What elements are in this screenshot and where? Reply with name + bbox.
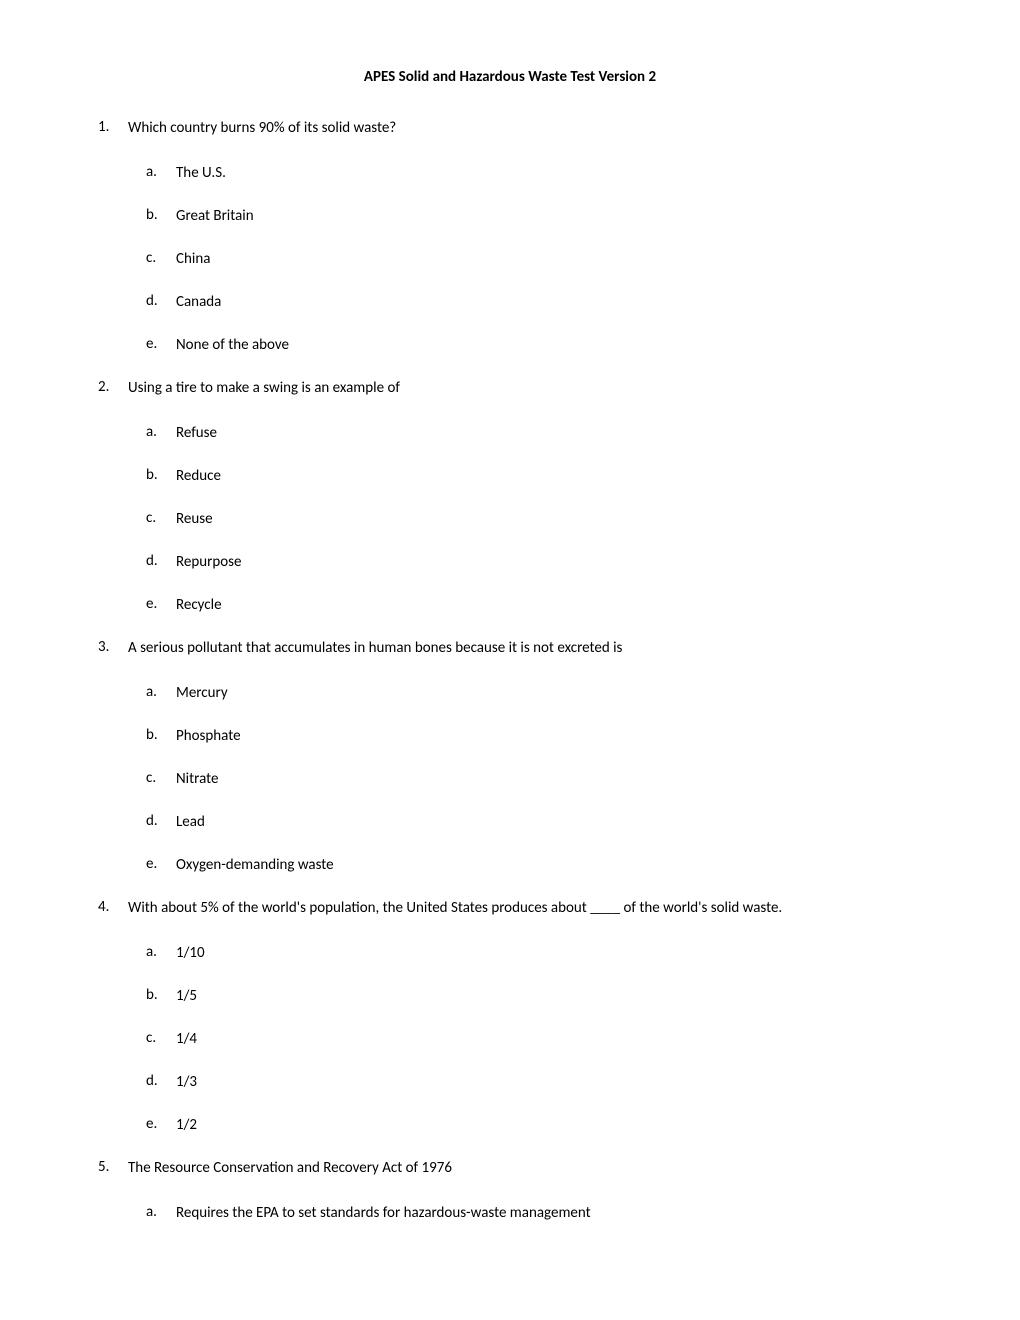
option-item: c. Nitrate [128,769,940,788]
page-title: APES Solid and Hazardous Waste Test Vers… [80,68,940,86]
question-list: 1. Which country burns 90% of its solid … [80,118,940,1222]
option-item: a. Refuse [128,423,940,442]
option-item: e. None of the above [128,335,940,354]
option-text: None of the above [176,336,289,354]
option-letter: a. [146,943,157,961]
option-text: The U.S. [176,164,226,182]
question-number: 2. [98,378,109,396]
option-text: Repurpose [176,553,241,571]
option-text: Refuse [176,424,217,442]
option-text: Requires the EPA to set standards for ha… [176,1204,591,1222]
option-item: e. Recycle [128,595,940,614]
question-number: 4. [98,898,109,916]
question-item: 5. The Resource Conservation and Recover… [80,1158,940,1222]
option-item: a. 1/10 [128,943,940,962]
question-number: 3. [98,638,109,656]
option-item: b. 1/5 [128,986,940,1005]
option-text: 1/3 [176,1073,197,1091]
option-text: 1/4 [176,1030,197,1048]
option-item: d. Repurpose [128,552,940,571]
option-letter: d. [146,1072,158,1090]
option-item: d. Lead [128,812,940,831]
option-text: 1/2 [176,1116,197,1134]
option-text: China [176,250,210,268]
option-list: a. Refuse b. Reduce c. Reuse d. Repurpos… [128,423,940,614]
option-item: a. Requires the EPA to set standards for… [128,1203,940,1222]
option-item: b. Great Britain [128,206,940,225]
question-number: 5. [98,1158,109,1176]
option-list: a. Requires the EPA to set standards for… [128,1203,940,1222]
option-letter: d. [146,812,158,830]
question-item: 2. Using a tire to make a swing is an ex… [80,378,940,614]
option-list: a. The U.S. b. Great Britain c. China d.… [128,163,940,354]
option-text: Nitrate [176,770,218,788]
option-letter: e. [146,595,157,613]
option-letter: a. [146,683,157,701]
option-letter: a. [146,423,157,441]
option-letter: e. [146,855,157,873]
option-letter: d. [146,552,158,570]
option-item: d. Canada [128,292,940,311]
option-text: Recycle [176,596,222,614]
question-text: Which country burns 90% of its solid was… [128,119,396,137]
option-text: Phosphate [176,727,241,745]
option-text: 1/10 [176,944,205,962]
option-item: d. 1/3 [128,1072,940,1091]
option-letter: c. [146,769,156,787]
option-letter: b. [146,206,158,224]
question-number: 1. [98,118,109,136]
question-text: With about 5% of the world's population,… [128,899,782,917]
option-item: e. 1/2 [128,1115,940,1134]
option-letter: e. [146,335,157,353]
question-text: Using a tire to make a swing is an examp… [128,379,400,397]
option-text: Reduce [176,467,221,485]
option-item: e. Oxygen-demanding waste [128,855,940,874]
option-list: a. 1/10 b. 1/5 c. 1/4 d. 1/3 e. 1/2 [128,943,940,1134]
option-letter: b. [146,986,158,1004]
option-list: a. Mercury b. Phosphate c. Nitrate d. Le… [128,683,940,874]
option-letter: b. [146,466,158,484]
option-letter: c. [146,1029,156,1047]
option-item: c. China [128,249,940,268]
question-text: A serious pollutant that accumulates in … [128,639,622,657]
question-item: 4. With about 5% of the world's populati… [80,898,940,1134]
option-letter: c. [146,249,156,267]
option-text: Canada [176,293,221,311]
option-text: Mercury [176,684,228,702]
question-item: 3. A serious pollutant that accumulates … [80,638,940,874]
question-item: 1. Which country burns 90% of its solid … [80,118,940,354]
option-item: b. Phosphate [128,726,940,745]
option-letter: e. [146,1115,157,1133]
option-text: Reuse [176,510,213,528]
option-text: Great Britain [176,207,254,225]
question-text: The Resource Conservation and Recovery A… [128,1159,452,1177]
option-letter: c. [146,509,156,527]
option-letter: a. [146,163,157,181]
option-letter: d. [146,292,158,310]
option-item: c. Reuse [128,509,940,528]
option-text: 1/5 [176,987,197,1005]
option-letter: b. [146,726,158,744]
option-text: Oxygen-demanding waste [176,856,334,874]
option-item: c. 1/4 [128,1029,940,1048]
option-text: Lead [176,813,205,831]
option-item: a. Mercury [128,683,940,702]
option-letter: a. [146,1203,157,1221]
option-item: b. Reduce [128,466,940,485]
option-item: a. The U.S. [128,163,940,182]
